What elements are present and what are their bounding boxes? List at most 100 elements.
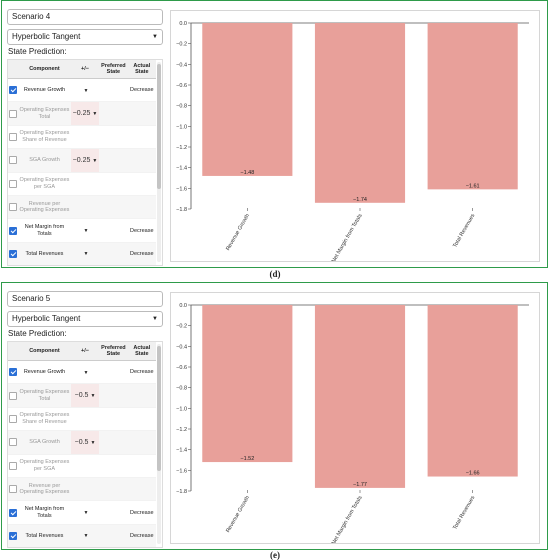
- row-checkbox[interactable]: [9, 179, 18, 188]
- preferred-state-cell: [99, 477, 128, 502]
- chevron-down-icon: ▼: [83, 369, 89, 376]
- plus-minus-select: [70, 407, 100, 432]
- preferred-state-cell: [99, 78, 128, 103]
- row-checkbox-cell: [8, 172, 19, 196]
- component-label: Revenue Growth: [18, 78, 71, 103]
- row-checkbox-cell: [8, 195, 19, 220]
- row-checkbox[interactable]: [9, 226, 18, 235]
- component-label: Operating Expenses Share of Revenue: [18, 125, 71, 150]
- table-row: Revenue Growth ▼ Decrease: [8, 78, 156, 103]
- scenario-name-input[interactable]: Scenario 5: [7, 291, 163, 307]
- plus-minus-select[interactable]: −0.5 ▼: [70, 430, 100, 455]
- actual-state-cell: [127, 172, 156, 196]
- actual-state-cell: [127, 101, 156, 126]
- table-body: Revenue Growth ▼ Decrease Operating Expense…: [8, 360, 156, 547]
- plus-minus-value: −0.5: [74, 438, 89, 446]
- preferred-state-cell: [99, 172, 128, 196]
- table-scrollbar[interactable]: [157, 344, 161, 544]
- row-checkbox[interactable]: [9, 438, 18, 447]
- preferred-state-cell: [99, 195, 128, 220]
- function-select[interactable]: Hyperbolic Tangent ▼: [7, 311, 163, 327]
- component-label: Operating Expenses per SGA: [18, 454, 71, 478]
- y-tick-label: −0.8: [176, 386, 187, 392]
- row-checkbox[interactable]: [9, 531, 18, 540]
- row-checkbox-cell: [8, 524, 19, 547]
- y-tick-label: −1.6: [176, 186, 187, 192]
- chevron-down-icon: ▼: [83, 228, 89, 235]
- bar: [427, 23, 518, 190]
- row-checkbox[interactable]: [9, 132, 18, 141]
- plus-minus-value: −0.25: [72, 110, 91, 118]
- plus-minus-value: −0.25: [72, 156, 91, 164]
- actual-state-cell: [127, 148, 156, 173]
- x-tick-label: Net Margin from Totals: [331, 213, 364, 261]
- y-tick-label: −0.6: [176, 83, 187, 89]
- bar: [202, 305, 293, 463]
- column-header-checkbox: [8, 60, 19, 79]
- bar-value-label: −1.48: [240, 170, 254, 176]
- y-tick-label: 0.0: [179, 21, 187, 27]
- plus-minus-select[interactable]: ▼: [70, 78, 100, 103]
- chevron-down-icon: ▼: [92, 111, 98, 118]
- plus-minus-select[interactable]: ▼: [70, 500, 100, 525]
- component-label: Operating Expenses per SGA: [18, 172, 71, 196]
- bar: [314, 305, 406, 488]
- bar-value-label: −1.61: [466, 183, 480, 189]
- y-tick-label: −0.8: [176, 104, 187, 110]
- row-checkbox[interactable]: [9, 86, 18, 95]
- bar-value-label: −1.77: [353, 482, 367, 488]
- y-tick-label: −1.4: [176, 166, 187, 172]
- row-checkbox[interactable]: [9, 391, 18, 400]
- actual-state-cell: Decrease: [127, 500, 156, 525]
- row-checkbox[interactable]: [9, 414, 18, 423]
- preferred-state-cell: [99, 407, 128, 432]
- x-tick-label: Total Revenues: [452, 213, 476, 249]
- row-checkbox[interactable]: [9, 368, 18, 377]
- y-tick-label: −1.4: [176, 448, 187, 454]
- bar: [314, 23, 406, 203]
- plus-minus-select: [70, 195, 100, 220]
- state-prediction-table-wrap: Component +/− Preferred State Actual Sta…: [7, 341, 163, 548]
- column-header-checkbox: [8, 342, 19, 361]
- state-prediction-label: State Prediction:: [8, 47, 67, 56]
- preferred-state-cell: [99, 360, 128, 385]
- plus-minus-select[interactable]: ▼: [70, 360, 100, 385]
- bar-chart: 0.0 −0.2 −0.4 −0.6 −0.8 −1.0 −1.2 −1.4 −1.6 −1.8 −…: [176, 303, 529, 546]
- bar-chart-container: 0.0 −0.2 −0.4 −0.6 −0.8 −1.0 −1.2 −1.4 −1.6 −1.8 −…: [170, 292, 540, 546]
- column-header-actual-state: Actual State: [127, 60, 156, 79]
- table-row: Operating Expenses Share of Revenue: [8, 407, 156, 432]
- plus-minus-select[interactable]: ▼: [70, 218, 100, 243]
- component-label: Total Revenues: [18, 524, 71, 547]
- plus-minus-select[interactable]: ▼: [70, 524, 100, 547]
- chevron-down-icon: ▼: [90, 439, 96, 446]
- plus-minus-select[interactable]: ▼: [70, 242, 100, 265]
- function-select[interactable]: Hyperbolic Tangent ▼: [7, 29, 163, 45]
- row-checkbox[interactable]: [9, 203, 18, 212]
- row-checkbox-cell: [8, 454, 19, 478]
- y-tick-label: −0.2: [176, 324, 187, 330]
- row-checkbox[interactable]: [9, 461, 18, 470]
- row-checkbox[interactable]: [9, 508, 18, 517]
- table-scrollbar[interactable]: [157, 62, 161, 262]
- y-tick-label: −0.6: [176, 365, 187, 371]
- row-checkbox[interactable]: [9, 485, 18, 494]
- chevron-down-icon: ▼: [92, 157, 98, 164]
- row-checkbox-cell: [8, 407, 19, 432]
- row-checkbox-cell: [8, 101, 19, 126]
- row-checkbox[interactable]: [9, 156, 18, 165]
- plus-minus-select[interactable]: −0.25 ▼: [70, 148, 100, 173]
- plus-minus-select[interactable]: −0.5 ▼: [70, 383, 100, 408]
- plus-minus-select[interactable]: −0.25 ▼: [70, 101, 100, 126]
- column-header-plus-minus: +/−: [70, 60, 100, 79]
- scenario-name-input[interactable]: Scenario 4: [7, 9, 163, 25]
- column-header-preferred-state: Preferred State: [99, 342, 128, 361]
- scrollbar-thumb[interactable]: [157, 346, 161, 471]
- table-row: Operating Expenses per SGA: [8, 172, 156, 196]
- component-label: Operating Expenses Total: [18, 383, 71, 408]
- row-checkbox[interactable]: [9, 249, 18, 258]
- column-header-actual-state: Actual State: [127, 342, 156, 361]
- scrollbar-thumb[interactable]: [157, 64, 161, 189]
- preferred-state-cell: [99, 454, 128, 478]
- row-checkbox[interactable]: [9, 109, 18, 118]
- chevron-down-icon: ▼: [83, 87, 89, 94]
